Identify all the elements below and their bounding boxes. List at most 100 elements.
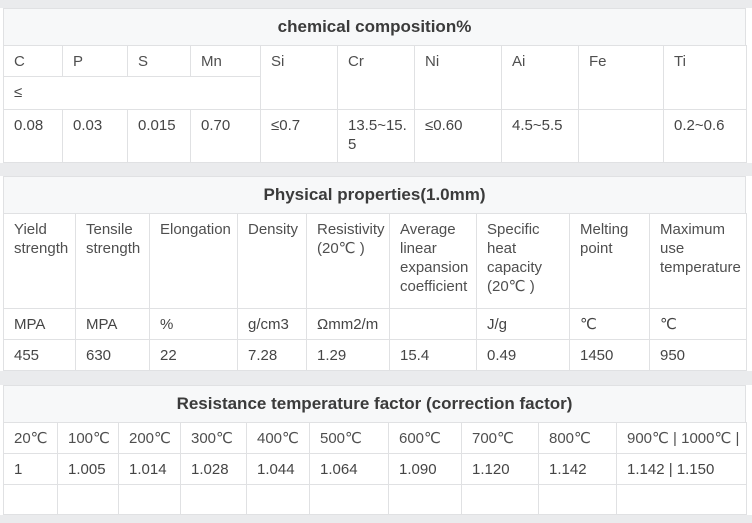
value-cell: Ωmm2/m — [306, 308, 390, 340]
value-cell: 22 — [149, 339, 238, 371]
value-cell: ℃ — [569, 308, 650, 340]
value-cell — [616, 484, 747, 515]
header-cell: Fe — [578, 45, 664, 110]
value-cell — [118, 484, 181, 515]
header-cell: Resistivity (20℃ ) — [306, 213, 390, 309]
header-cell: Mn — [190, 45, 261, 77]
value-cell — [180, 484, 247, 515]
value-cell: MPA — [75, 308, 150, 340]
value-cell — [309, 484, 389, 515]
table-resistance-temperature-factor: Resistance temperature factor (correctio… — [3, 385, 747, 515]
value-cell: 630 — [75, 339, 150, 371]
value-cell: 1.005 — [57, 453, 119, 485]
value-cell: 0.70 — [190, 109, 261, 163]
value-cell: 1.064 — [309, 453, 389, 485]
header-cell: Elongation — [149, 213, 238, 309]
header-cell: Yield strength — [3, 213, 76, 309]
header-cell: Specific heat capacity (20℃ ) — [476, 213, 570, 309]
background-band — [0, 515, 752, 523]
header-cell: C — [3, 45, 63, 77]
header-cell: Ni — [414, 45, 502, 110]
table-row: 1 1.005 1.014 1.028 1.044 1.064 1.090 1.120 1.14… — [3, 453, 747, 485]
table-row: 20℃ 100℃ 200℃ 300℃ 400℃ 500℃ 600℃ 700℃ 800℃ 900℃ … — [3, 422, 747, 454]
header-cell: Average linear expansion coefficient — [389, 213, 477, 309]
table-grid-physical-properties: Yield strength Tensile strength Elongation… — [3, 213, 747, 371]
header-cell: S — [127, 45, 191, 77]
value-cell: 455 — [3, 339, 76, 371]
value-cell — [388, 484, 462, 515]
table-grid-chemical-composition: C P S Mn Si Cr Ni Ai Fe Ti ≤0.08 0.03 0.015 0.70 ≤0.7 1… — [3, 45, 747, 163]
background-band — [0, 163, 752, 176]
table-physical-properties: Physical properties(1.0mm) Yield strength… — [3, 176, 747, 371]
header-cell: 500℃ — [309, 422, 389, 454]
value-cell: MPA — [3, 308, 76, 340]
table-row: 455 630 22 7.28 1.29 15.4 0.49 1450 950 — [3, 339, 747, 371]
header-cell: Ai — [501, 45, 579, 110]
header-cell: Si — [260, 45, 338, 110]
value-cell: 1.120 — [461, 453, 539, 485]
header-cell: 700℃ — [461, 422, 539, 454]
header-cell: Density — [237, 213, 307, 309]
header-cell: Cr — [337, 45, 415, 110]
background-band — [0, 0, 752, 8]
header-cell: 300℃ — [180, 422, 247, 454]
table-row — [3, 484, 747, 515]
value-cell: 0.2~0.6 — [663, 109, 747, 163]
header-cell: Maximum use temperature — [649, 213, 747, 309]
value-cell — [461, 484, 539, 515]
header-cell: 600℃ — [388, 422, 462, 454]
value-cell: 13.5~15.5 — [337, 109, 415, 163]
header-cell: 100℃ — [57, 422, 119, 454]
value-cell: ℃ — [649, 308, 747, 340]
value-cell: g/cm3 — [237, 308, 307, 340]
value-cell: 4.5~5.5 — [501, 109, 579, 163]
value-cell — [389, 308, 477, 340]
value-cell: 1 — [3, 453, 58, 485]
value-cell: ≤ — [3, 76, 261, 110]
value-cell — [538, 484, 617, 515]
value-cell — [578, 109, 664, 163]
value-cell: ≤0.7 — [260, 109, 338, 163]
value-cell: 950 — [649, 339, 747, 371]
value-cell — [57, 484, 119, 515]
value-cell: 0.03 — [62, 109, 128, 163]
header-cell: Ti — [663, 45, 747, 110]
table-row: 0.08 0.03 0.015 0.70 ≤0.7 13.5~15.5 ≤0.60 4.5~5… — [3, 109, 747, 163]
table-row: Yield strength Tensile strength Elongation… — [3, 213, 747, 309]
table-row: C P S Mn Si Cr Ni Ai Fe Ti — [3, 45, 747, 110]
header-cell: P — [62, 45, 128, 77]
value-cell: 1.014 — [118, 453, 181, 485]
value-cell: 15.4 — [389, 339, 477, 371]
value-cell: 7.28 — [237, 339, 307, 371]
header-cell: 800℃ — [538, 422, 617, 454]
table-title-physical-properties: Physical properties(1.0mm) — [3, 176, 746, 213]
value-cell: ≤0.60 — [414, 109, 502, 163]
header-cell: 20℃ — [3, 422, 58, 454]
value-cell: 1.090 — [388, 453, 462, 485]
header-cell: Melting point — [569, 213, 650, 309]
table-title-resistance-temperature-factor: Resistance temperature factor (correctio… — [3, 385, 746, 422]
value-cell: 0.015 — [127, 109, 191, 163]
value-cell: J/g — [476, 308, 570, 340]
header-cell: 400℃ — [246, 422, 310, 454]
value-cell: 0.49 — [476, 339, 570, 371]
table-chemical-composition: chemical composition% C P S Mn Si Cr Ni Ai Fe Ti ≤0… — [3, 8, 747, 163]
value-cell: 1.29 — [306, 339, 390, 371]
table-title-chemical-composition: chemical composition% — [3, 8, 746, 45]
value-cell: % — [149, 308, 238, 340]
value-cell: 1.044 — [246, 453, 310, 485]
value-cell — [3, 484, 58, 515]
table-grid-resistance-temperature-factor: 20℃ 100℃ 200℃ 300℃ 400℃ 500℃ 600℃ 700℃ 800℃ 900℃ … — [3, 422, 747, 515]
table-row: MPA MPA% g/cm3 Ωmm2/m J/g ℃ ℃ — [3, 308, 747, 340]
value-cell: 1.142 | 1.150 — [616, 453, 747, 485]
value-cell — [246, 484, 310, 515]
background-band — [0, 371, 752, 385]
header-cell: 900℃ | 1000℃ | — [616, 422, 747, 454]
header-cell: 200℃ — [118, 422, 181, 454]
value-cell: 0.08 — [3, 109, 63, 163]
value-cell: 1.142 — [538, 453, 617, 485]
value-cell: 1450 — [569, 339, 650, 371]
value-cell: 1.028 — [180, 453, 247, 485]
